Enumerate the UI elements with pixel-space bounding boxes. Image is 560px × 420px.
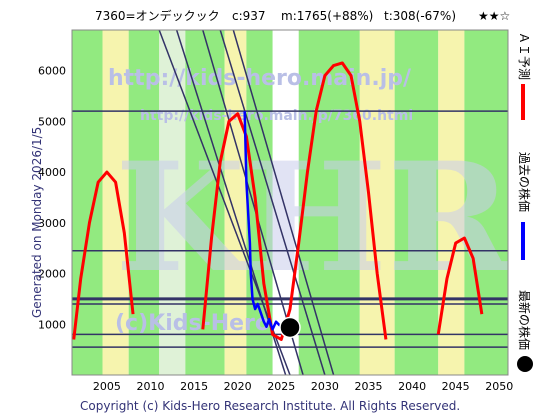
trend-line-4 xyxy=(232,30,335,375)
generated-label: Generated on Monday 2026/1/5. xyxy=(30,123,44,318)
legend-ai-label: ＡＩ予測 xyxy=(517,32,531,80)
x-tick-label: 2025 xyxy=(267,380,295,393)
legend-latest-label: 最新の株価 xyxy=(517,290,532,350)
x-tick-label: 2005 xyxy=(93,380,121,393)
y-tick-label: 3000 xyxy=(38,217,66,230)
band-2 xyxy=(128,30,160,375)
band-1 xyxy=(102,30,129,375)
legend-past-label: 過去の株価 xyxy=(517,152,532,212)
plot-area: KHRI http://kids-hero.main.jp/ http://ki… xyxy=(72,30,560,375)
y-tick-label: 2000 xyxy=(38,268,66,281)
chart-header: 7360=オンデックック c:937 m:1765(+88%) t:308(-6… xyxy=(95,8,510,23)
y-tick-label: 5000 xyxy=(38,115,66,128)
band-11 xyxy=(464,30,508,375)
x-tick-label: 2045 xyxy=(442,380,470,393)
x-tick-label: 2010 xyxy=(136,380,164,393)
y-axis: 1000 2000 3000 4000 5000 6000 xyxy=(38,65,66,332)
x-tick-label: 2020 xyxy=(224,380,252,393)
band-8 xyxy=(359,30,395,375)
band-7 xyxy=(298,30,360,375)
legend-past-swatch xyxy=(521,222,525,260)
x-tick-label: 2050 xyxy=(485,380,513,393)
watermark-copyright: (c)Kids-Hero xyxy=(115,311,270,336)
target-price: t:308(-67%) xyxy=(384,9,456,23)
star-rating: ★★☆ xyxy=(478,9,510,23)
middle-price: m:1765(+88%) xyxy=(281,9,373,23)
legend-ai-swatch xyxy=(521,84,525,120)
series-group xyxy=(72,61,484,341)
x-tick-label: 2030 xyxy=(311,380,339,393)
watermark-url-2: http://kids-hero.main.jp/7360.html xyxy=(140,108,413,124)
ai-forecast-line-0 xyxy=(72,170,135,340)
plot-frame xyxy=(71,29,509,376)
x-axis: 2005 2010 2015 2020 2025 2030 2035 2040 2045 2050 xyxy=(93,380,513,393)
watermark-url: http://kids-hero.main.jp/ xyxy=(108,66,412,91)
y-tick-label: 1000 xyxy=(38,318,66,331)
current-price: c:937 xyxy=(232,9,266,23)
y-tick-label: 4000 xyxy=(38,166,66,179)
legend-latest-swatch xyxy=(517,356,533,372)
trend-line-1 xyxy=(175,30,287,375)
x-tick-label: 2035 xyxy=(354,380,382,393)
legend: ＡＩ予測 過去の株価 最新の株価 xyxy=(517,32,533,372)
watermarks: KHRI http://kids-hero.main.jp/ http://ki… xyxy=(108,66,560,336)
ai-forecast-line-2 xyxy=(436,236,484,335)
latest-price-marker xyxy=(279,316,301,339)
x-tick-label: 2015 xyxy=(180,380,208,393)
trend-line-3 xyxy=(219,30,326,375)
ai-forecast-line-1 xyxy=(201,61,388,341)
stock-title: 7360=オンデックック xyxy=(95,8,220,23)
y-tick-label: 6000 xyxy=(38,65,66,78)
band-5 xyxy=(224,30,247,375)
watermark-big: KHRI xyxy=(115,130,560,306)
band-9 xyxy=(394,30,439,375)
background-bands xyxy=(72,30,508,375)
x-tick-label: 2040 xyxy=(398,380,426,393)
band-10 xyxy=(438,30,465,375)
copyright-footer: Copyright (c) Kids-Hero Research Institu… xyxy=(80,399,460,413)
